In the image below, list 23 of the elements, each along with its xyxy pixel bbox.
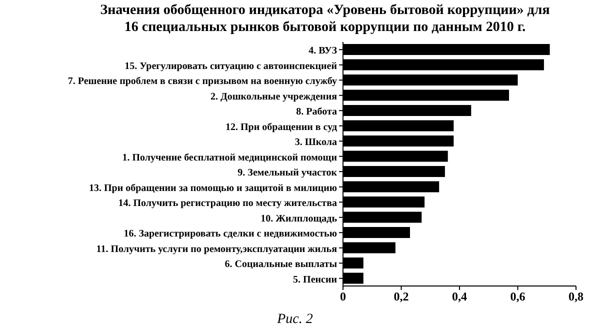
x-tick-label: 0,6	[510, 290, 526, 304]
x-tick-label: 0,8	[568, 290, 584, 304]
y-tick-label: 8. Работа	[296, 106, 337, 118]
x-tick-label: 0,2	[394, 290, 409, 304]
y-tick-label: 3. Школа	[294, 137, 337, 148]
x-tick-label: 0,4	[452, 290, 467, 304]
y-tick-label: 6. Социальные выплаты	[224, 259, 338, 270]
y-tick-label: 13. При обращении за помощью и защитой в милицию	[88, 182, 338, 194]
chart-title: Значения обобщенного индикатора «Уровень бытовой коррупции» для 16 специальных рынков бытовой коррупции по данным 2010 г.	[99, 2, 551, 36]
y-tick-label: 15. Урегулировать ситуацию с автоинспекцией	[124, 60, 338, 72]
y-tick-label: 2. Дошкольные учреждения	[210, 91, 338, 102]
y-tick-label: 1. Получение бесплатной медицинской помощи	[122, 152, 338, 164]
x-tick-label: 0	[340, 290, 346, 304]
y-tick-label: 11. Получить услуги по ремонту,эксплуатации жилья	[96, 244, 338, 255]
y-tick-label: 5. Пенсии	[293, 274, 338, 286]
y-tick-label: 14. Получить регистрацию по месту жительства	[118, 198, 337, 210]
y-tick-label: 9. Земельный участок	[238, 168, 338, 179]
y-tick-label: 4. ВУЗ	[308, 46, 337, 57]
y-tick-label: 7. Решение проблем в связи с призывом на военную службу	[68, 76, 337, 88]
text: Рис. 2	[276, 312, 314, 328]
y-tick-label: 10. Жилплощадь	[260, 213, 338, 224]
y-tick-label: 16. Зарегистрировать сделки с недвижимостью	[124, 228, 338, 240]
y-tick-label: 12. При обращении в суд	[226, 122, 337, 133]
